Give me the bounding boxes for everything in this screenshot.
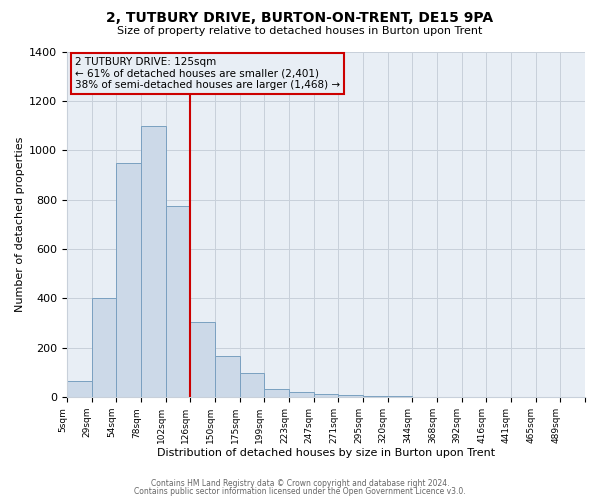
Bar	[289, 392, 314, 397]
Bar	[116, 162, 141, 397]
Bar	[363, 396, 388, 397]
Bar	[388, 396, 412, 397]
Bar	[215, 356, 239, 397]
Bar	[92, 298, 116, 397]
Bar	[141, 126, 166, 397]
Bar	[314, 394, 338, 397]
Text: Contains HM Land Registry data © Crown copyright and database right 2024.: Contains HM Land Registry data © Crown c…	[151, 478, 449, 488]
Text: Contains public sector information licensed under the Open Government Licence v3: Contains public sector information licen…	[134, 487, 466, 496]
Bar	[239, 372, 265, 397]
Text: 2, TUTBURY DRIVE, BURTON-ON-TRENT, DE15 9PA: 2, TUTBURY DRIVE, BURTON-ON-TRENT, DE15 …	[106, 12, 494, 26]
Text: Size of property relative to detached houses in Burton upon Trent: Size of property relative to detached ho…	[118, 26, 482, 36]
Bar	[265, 388, 289, 397]
X-axis label: Distribution of detached houses by size in Burton upon Trent: Distribution of detached houses by size …	[157, 448, 495, 458]
Bar	[67, 381, 92, 397]
Bar	[338, 395, 363, 397]
Bar	[190, 322, 215, 397]
Y-axis label: Number of detached properties: Number of detached properties	[15, 136, 25, 312]
Bar	[166, 206, 190, 397]
Text: 2 TUTBURY DRIVE: 125sqm
← 61% of detached houses are smaller (2,401)
38% of semi: 2 TUTBURY DRIVE: 125sqm ← 61% of detache…	[75, 56, 340, 90]
